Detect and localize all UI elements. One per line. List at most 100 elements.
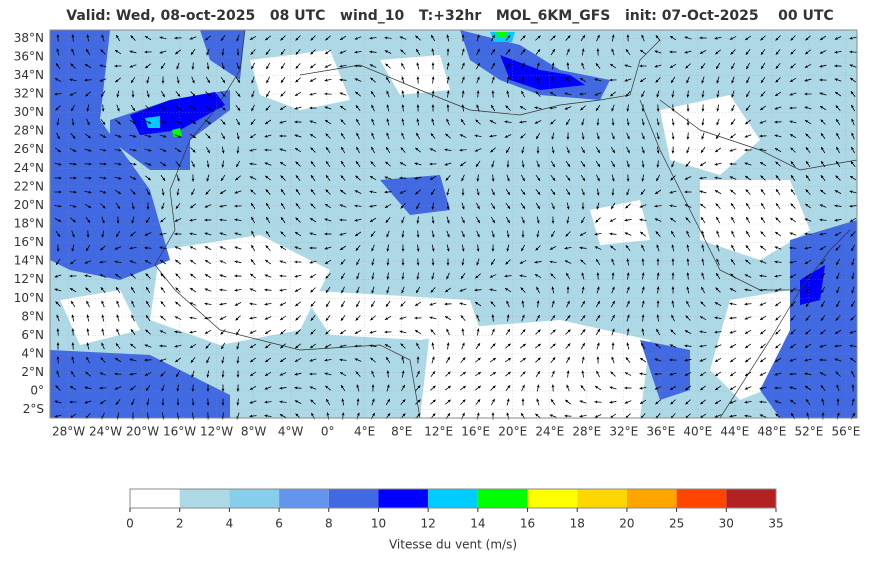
arrow-head [551,150,555,154]
arrow-head [264,288,268,292]
arrow-head [207,107,211,111]
arrow-head [775,65,779,69]
arrow-head [476,412,480,416]
arrow-head [596,136,600,140]
arrow-head [522,371,526,375]
arrow-head [849,50,853,54]
arrow-head [309,386,313,390]
arrow-head [446,276,449,280]
arrow-head [56,356,60,360]
arrow-head [235,317,239,321]
arrow-head [71,371,74,375]
arrow-head [85,287,89,291]
arrow-head [774,359,778,362]
arrow-head [295,148,299,151]
arrow-head [264,134,268,138]
arrow-head [249,302,253,306]
arrow-head [582,329,586,333]
arrow-head [804,372,808,376]
arrow-head [656,164,660,168]
arrow-head [325,385,329,389]
arrow-head [400,147,404,151]
arrow-head [522,343,526,347]
arrow-head [686,122,690,126]
arrow-head [701,108,705,112]
arrow-head [57,149,61,153]
arrow-head [729,162,733,166]
arrow-head [729,302,733,306]
arrow-head [339,78,343,82]
arrow-head [279,120,283,124]
arrow-head [610,415,614,419]
arrow-head [851,248,854,252]
arrow-head [115,50,119,53]
arrow-head [746,80,749,84]
arrow-head [641,258,645,262]
arrow-head [207,150,210,154]
arrow-head [611,286,615,290]
arrow-head [730,259,734,263]
arrow-head [385,161,389,165]
arrow-head [265,37,269,41]
arrow-head [70,261,74,265]
arrow-head [535,247,539,251]
arrow-head [220,37,224,41]
arrow-head [775,317,779,321]
arrow-head [144,358,148,362]
arrow-head [521,413,524,417]
lat-label: 6°N [21,328,44,342]
arrow-head [745,345,749,349]
arrow-head [249,330,253,334]
arrow-head [430,289,434,293]
arrow-head [537,49,541,53]
arrow-head [851,146,854,150]
arrow-head [715,51,719,55]
arrow-head [444,302,448,306]
arrow-head [429,316,433,320]
arrow-head [221,360,225,364]
colorbar-segment [130,489,180,508]
arrow-head [566,206,570,210]
arrow-head [371,290,375,294]
arrow-head [715,401,719,404]
arrow-head [595,219,599,223]
arrow-head [147,177,151,181]
arrow-head [774,386,778,390]
arrow-head [671,150,675,154]
arrow-head [536,300,540,304]
arrow-head [324,358,328,362]
arrow-head [699,359,703,362]
arrow-head [849,36,853,40]
arrow-head [324,78,328,82]
arrow-head [236,346,240,350]
arrow-head [294,106,298,110]
arrow-head [462,385,466,389]
lon-label: 48°E [757,425,786,439]
arrow-head [446,90,450,94]
colorbar-label: Vitesse du vent (m/s) [389,538,517,552]
arrow-head [114,372,118,376]
arrow-head [567,177,571,181]
arrow-head [414,316,418,320]
arrow-head [54,400,58,404]
arrow-head [627,136,630,140]
lon-label: 24°W [89,425,122,439]
arrow-head [354,218,358,222]
arrow-head [596,48,600,52]
arrow-head [356,290,360,294]
arrow-head [775,217,779,221]
arrow-head [115,401,119,405]
arrow-head [161,206,165,210]
arrow-head [477,234,480,238]
arrow-head [401,104,405,108]
wind-arrows [54,34,857,420]
arrow-head [551,286,555,290]
arrow-head [131,220,135,224]
lon-label: 8°E [391,425,412,439]
arrow-head [759,373,763,376]
arrow-head [310,134,314,137]
arrow-head [731,216,734,220]
arrow-head [519,261,523,264]
arrow-head [612,164,615,168]
lat-label: 20°N [14,198,44,212]
